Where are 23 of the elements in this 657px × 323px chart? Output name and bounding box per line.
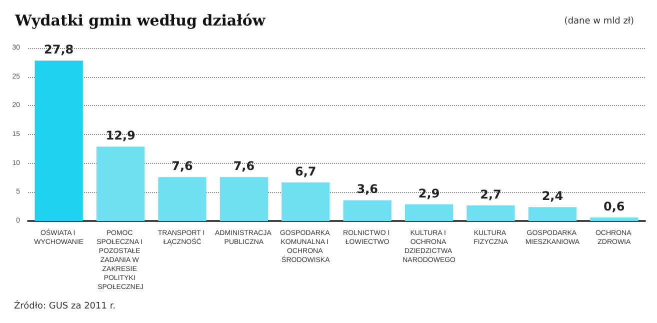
bar <box>404 204 454 221</box>
data-label: 6,7 <box>295 164 316 178</box>
data-label: 2,4 <box>542 189 564 204</box>
bar <box>96 146 145 221</box>
data-label: 0,6 <box>604 200 625 214</box>
data-label: 12,9 <box>106 128 136 143</box>
text: Źródło: GUS za 2011 r. <box>14 300 116 312</box>
bar <box>220 177 268 221</box>
data-label: 2,9 <box>418 186 440 200</box>
data-label: 3,6 <box>356 182 378 196</box>
bar <box>282 182 330 221</box>
data-label: 2,7 <box>480 187 502 202</box>
data-label: 7,6 <box>233 159 255 174</box>
bar <box>528 207 577 221</box>
data-label: 7,6 <box>172 159 193 174</box>
bar <box>343 200 392 221</box>
chart-subtitle: (dane w mld zł) <box>564 16 634 26</box>
data-label: 27,8 <box>44 42 74 57</box>
bar <box>466 205 515 221</box>
bar <box>34 60 83 221</box>
bar <box>158 177 206 221</box>
chart-title: Wydatki gmin według działów <box>14 12 266 30</box>
bar <box>590 218 638 221</box>
